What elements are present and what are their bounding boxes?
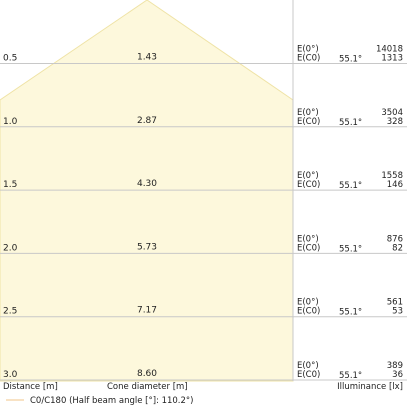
ec0-label: E(C0) [297, 243, 320, 253]
distance-axis-label: Distance [m] [3, 382, 58, 392]
e0-illuminance-value: 389 [387, 361, 403, 371]
ec0-label: E(C0) [297, 307, 320, 317]
distance-label: 0.5 [3, 54, 17, 64]
ec0-illuminance-value: 36 [392, 370, 403, 380]
beam-angle-value: 55.1° [339, 244, 362, 254]
illuminance-axis-label: Illuminance [lx] [337, 382, 403, 392]
cone-diameter-value: 4.30 [137, 179, 157, 189]
e0-label: E(0°) [297, 234, 319, 244]
ec0-label: E(C0) [297, 180, 320, 190]
e0-label: E(0°) [297, 45, 319, 55]
beam-angle-value: 55.1° [339, 308, 362, 318]
ec0-illuminance-value: 1313 [381, 54, 403, 64]
cone-diameter-axis-label: Cone diameter [m] [107, 382, 188, 392]
distance-label: 3.0 [3, 370, 18, 380]
ec0-illuminance-value: 146 [387, 180, 403, 190]
cone-diameter-value: 2.87 [137, 116, 157, 126]
ec0-illuminance-value: 328 [387, 117, 403, 127]
e0-label: E(0°) [297, 361, 319, 371]
distance-label: 2.5 [3, 307, 17, 317]
cone-diameter-value: 5.73 [137, 242, 157, 252]
ec0-label: E(C0) [297, 54, 320, 64]
legend-label: C0/C180 (Half beam angle [°]: 110.2°) [30, 396, 194, 406]
ec0-illuminance-value: 53 [392, 307, 403, 317]
distance-label: 1.5 [3, 180, 17, 190]
e0-label: E(0°) [297, 298, 319, 308]
beam-angle-value: 55.1° [339, 181, 362, 191]
e0-illuminance-value: 3504 [381, 108, 403, 118]
beam-angle-value: 55.1° [339, 55, 362, 65]
cone-diameter-value: 7.17 [137, 306, 157, 316]
ec0-illuminance-value: 82 [392, 243, 403, 253]
e0-illuminance-value: 1558 [381, 171, 403, 181]
ec0-label: E(C0) [297, 117, 320, 127]
beam-angle-value: 55.1° [339, 371, 362, 381]
e0-illuminance-value: 14018 [376, 45, 403, 55]
beam-angle-value: 55.1° [339, 118, 362, 128]
cone-diameter-value: 1.43 [137, 53, 157, 63]
ec0-label: E(C0) [297, 370, 320, 380]
cone-diameter-value: 8.60 [137, 369, 157, 379]
e0-illuminance-value: 561 [387, 298, 403, 308]
e0-illuminance-value: 876 [387, 234, 403, 244]
e0-label: E(0°) [297, 108, 319, 118]
distance-label: 1.0 [3, 117, 18, 127]
e0-label: E(0°) [297, 171, 319, 181]
distance-label: 2.0 [3, 243, 18, 253]
